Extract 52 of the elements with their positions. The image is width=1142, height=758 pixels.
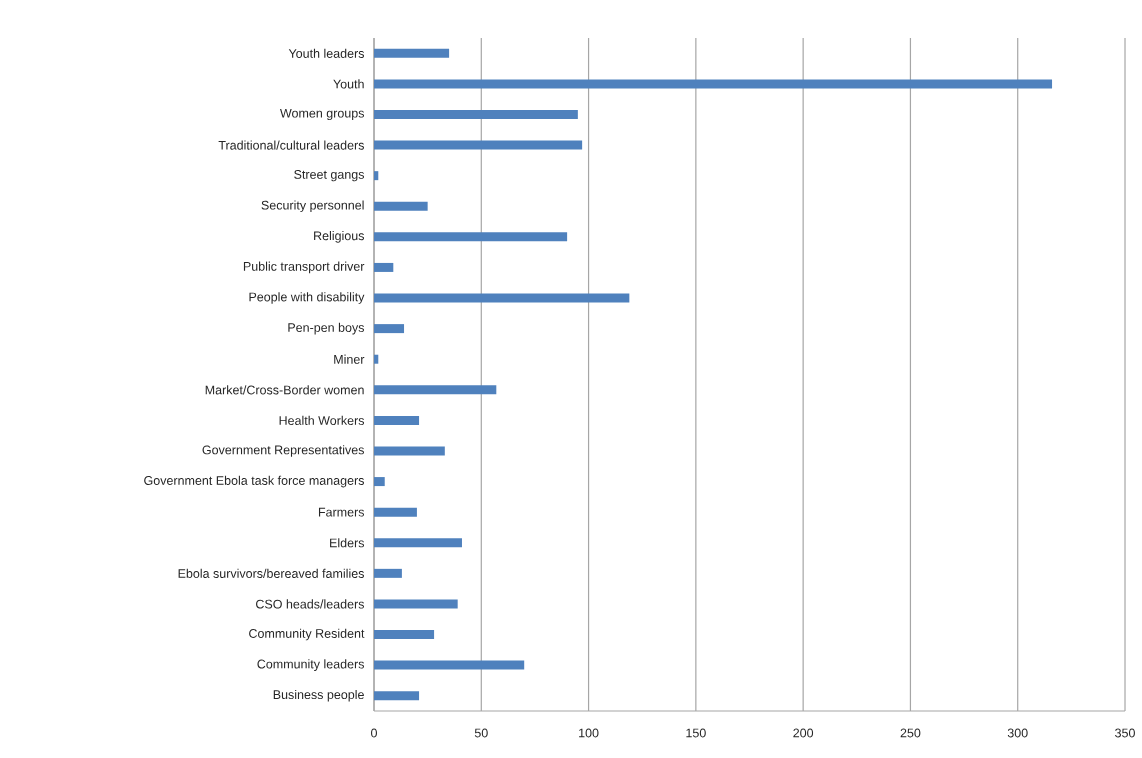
x-tick-label: 50 — [474, 728, 488, 738]
bar — [374, 324, 405, 334]
y-tick-label: Religious — [314, 231, 365, 243]
bar — [374, 507, 417, 517]
y-tick-label: Ebola survivors/bereaved families — [178, 568, 364, 578]
bar — [374, 232, 568, 242]
y-tick-label: CSO heads/leaders — [256, 599, 364, 609]
bar — [374, 293, 630, 303]
y-tick-label: Youth — [333, 79, 364, 89]
y-tick-label: Elders — [330, 538, 365, 548]
y-tick-label: Community leaders — [257, 659, 364, 671]
y-tick-label: Government Representatives — [202, 445, 364, 457]
bar — [374, 477, 385, 487]
x-tick-label: 350 — [1115, 728, 1135, 738]
bar — [374, 599, 458, 609]
y-tick-label: Farmers — [318, 507, 365, 517]
bar — [374, 201, 428, 211]
y-tick-label: Traditional/cultural leaders — [218, 140, 364, 150]
x-tick-label: 200 — [793, 728, 814, 738]
y-tick-label: Street gangs — [294, 169, 365, 182]
bar — [374, 354, 379, 364]
x-tick-label: 150 — [686, 728, 706, 738]
bar — [374, 630, 435, 640]
y-tick-label: Market/Cross-Border women — [205, 385, 364, 395]
bar — [374, 691, 420, 701]
bar — [374, 660, 525, 670]
y-tick-label: Youth leaders — [288, 48, 365, 58]
y-tick-label: Government Ebola task force managers — [144, 475, 364, 488]
bar — [374, 109, 578, 119]
y-tick-label: Pen-pen boys — [288, 322, 364, 335]
y-tick-label: Health Workers — [279, 415, 365, 425]
y-tick-label: Miner — [334, 354, 365, 364]
y-tick-label: Public transport driver — [243, 261, 365, 274]
bar — [374, 446, 445, 456]
bar — [374, 415, 420, 425]
bar — [374, 262, 394, 272]
bar — [374, 79, 1053, 89]
x-tick-label: 300 — [1007, 728, 1028, 738]
y-tick-label: People with disability — [249, 292, 365, 304]
y-tick-label: Security personnel — [261, 200, 364, 213]
x-tick-label: 250 — [900, 728, 921, 738]
bar — [374, 48, 450, 58]
y-tick-label: Business people — [273, 689, 364, 702]
bar — [374, 538, 462, 548]
x-tick-label: 0 — [371, 728, 377, 738]
y-tick-label: Community Resident — [249, 628, 365, 641]
x-tick-label: 100 — [579, 728, 599, 738]
bar — [374, 171, 379, 181]
y-tick-label: Women groups — [280, 108, 365, 121]
bar — [374, 385, 497, 395]
bar — [374, 140, 583, 150]
bar — [374, 568, 402, 578]
